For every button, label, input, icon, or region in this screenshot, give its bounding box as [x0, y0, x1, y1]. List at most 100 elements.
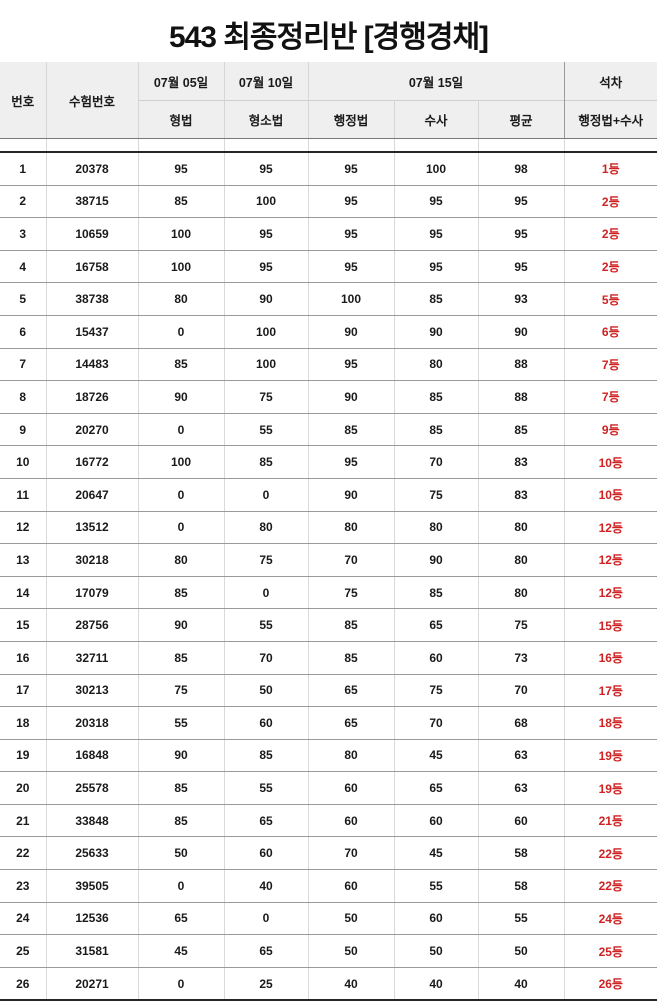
cell-average: 58 [477, 836, 565, 871]
header-rank: 석차 [563, 62, 657, 101]
cell-criminal-procedure: 0 [223, 478, 308, 512]
cell-investigation: 60 [393, 641, 478, 675]
cell-exam-no: 18726 [45, 380, 138, 414]
cell-criminal-law: 95 [137, 152, 224, 186]
cell-exam-no: 17079 [45, 576, 138, 610]
cell-average: 88 [477, 348, 565, 382]
cell-criminal-procedure: 65 [223, 804, 308, 838]
cell-criminal-procedure: 75 [223, 543, 308, 577]
cell-average: 70 [477, 674, 565, 708]
table-row: 5 38738 80 90 100 85 93 5등 [0, 282, 657, 316]
header-criminal-procedure: 형소법 [223, 100, 308, 139]
cell-investigation: 80 [393, 511, 478, 545]
cell-criminal-procedure: 95 [223, 152, 308, 186]
header-no: 번호 [0, 62, 46, 139]
cell-rank: 10등 [563, 445, 657, 479]
cell-exam-no: 30213 [45, 674, 138, 708]
spacer-cell [223, 138, 308, 153]
cell-exam-no: 38715 [45, 185, 138, 219]
cell-average: 75 [477, 608, 565, 642]
cell-admin-law: 60 [307, 771, 394, 805]
cell-rank: 1등 [563, 152, 657, 186]
cell-rank: 22등 [563, 836, 657, 871]
cell-average: 80 [477, 576, 565, 610]
cell-no: 14 [0, 576, 46, 610]
cell-no: 21 [0, 804, 46, 838]
cell-exam-no: 20270 [45, 413, 138, 447]
cell-no: 10 [0, 445, 46, 479]
cell-no: 25 [0, 934, 46, 968]
cell-exam-no: 31581 [45, 934, 138, 968]
table-row: 6 15437 0 100 90 90 90 6등 [0, 315, 657, 349]
cell-average: 85 [477, 413, 565, 447]
cell-criminal-law: 0 [137, 478, 224, 512]
table-row: 8 18726 90 75 90 85 88 7등 [0, 380, 657, 414]
cell-investigation: 60 [393, 804, 478, 838]
cell-criminal-law: 85 [137, 804, 224, 838]
cell-criminal-procedure: 90 [223, 282, 308, 316]
cell-investigation: 65 [393, 608, 478, 642]
cell-investigation: 85 [393, 413, 478, 447]
cell-rank: 9등 [563, 413, 657, 447]
cell-criminal-law: 75 [137, 674, 224, 708]
table-row: 21 33848 85 65 60 60 60 21등 [0, 804, 657, 838]
score-table: 번호 수험번호 07월 05일 07월 10일 07월 15일 석차 형법 형소… [0, 62, 657, 1002]
cell-no: 15 [0, 608, 46, 642]
cell-exam-no: 12536 [45, 902, 138, 936]
cell-no: 22 [0, 836, 46, 871]
cell-no: 1 [0, 152, 46, 186]
cell-criminal-procedure: 100 [223, 315, 308, 349]
cell-criminal-law: 85 [137, 771, 224, 805]
cell-average: 83 [477, 445, 565, 479]
cell-average: 63 [477, 739, 565, 773]
cell-rank: 12등 [563, 511, 657, 545]
table-row: 10 16772 100 85 95 70 83 10등 [0, 445, 657, 479]
table-row: 20 25578 85 55 60 65 63 19등 [0, 771, 657, 805]
table-row: 2 38715 85 100 95 95 95 2등 [0, 185, 657, 219]
cell-rank: 24등 [563, 902, 657, 936]
cell-admin-law: 60 [307, 804, 394, 838]
table-row: 1 20378 95 95 95 100 98 1등 [0, 152, 657, 186]
cell-rank: 21등 [563, 804, 657, 838]
spacer-row [0, 138, 657, 153]
cell-exam-no: 10659 [45, 217, 138, 251]
cell-rank: 16등 [563, 641, 657, 675]
cell-no: 5 [0, 282, 46, 316]
cell-average: 68 [477, 706, 565, 740]
cell-exam-no: 13512 [45, 511, 138, 545]
cell-admin-law: 95 [307, 348, 394, 382]
cell-exam-no: 14483 [45, 348, 138, 382]
spacer-cell [563, 138, 657, 153]
cell-criminal-law: 65 [137, 902, 224, 936]
cell-criminal-law: 0 [137, 869, 224, 903]
header-rank-formula: 행정법+수사 [563, 100, 657, 139]
cell-no: 18 [0, 706, 46, 740]
cell-criminal-procedure: 40 [223, 869, 308, 903]
cell-investigation: 90 [393, 315, 478, 349]
cell-average: 95 [477, 185, 565, 219]
cell-criminal-law: 80 [137, 282, 224, 316]
cell-admin-law: 100 [307, 282, 394, 316]
cell-no: 2 [0, 185, 46, 219]
cell-no: 16 [0, 641, 46, 675]
table-row: 16 32711 85 70 85 60 73 16등 [0, 641, 657, 675]
table-row: 26 20271 0 25 40 40 40 26등 [0, 967, 657, 1002]
cell-investigation: 45 [393, 836, 478, 871]
table-row: 18 20318 55 60 65 70 68 18등 [0, 706, 657, 740]
cell-rank: 15등 [563, 608, 657, 642]
cell-investigation: 60 [393, 902, 478, 936]
cell-investigation: 95 [393, 250, 478, 284]
cell-criminal-procedure: 75 [223, 380, 308, 414]
cell-rank: 12등 [563, 543, 657, 577]
cell-exam-no: 16758 [45, 250, 138, 284]
header-admin-law: 행정법 [307, 100, 394, 139]
cell-criminal-law: 90 [137, 380, 224, 414]
cell-exam-no: 25633 [45, 836, 138, 871]
cell-average: 63 [477, 771, 565, 805]
header-average: 평균 [477, 100, 565, 139]
cell-investigation: 85 [393, 380, 478, 414]
cell-criminal-law: 100 [137, 250, 224, 284]
cell-exam-no: 28756 [45, 608, 138, 642]
cell-exam-no: 16848 [45, 739, 138, 773]
cell-criminal-procedure: 85 [223, 445, 308, 479]
